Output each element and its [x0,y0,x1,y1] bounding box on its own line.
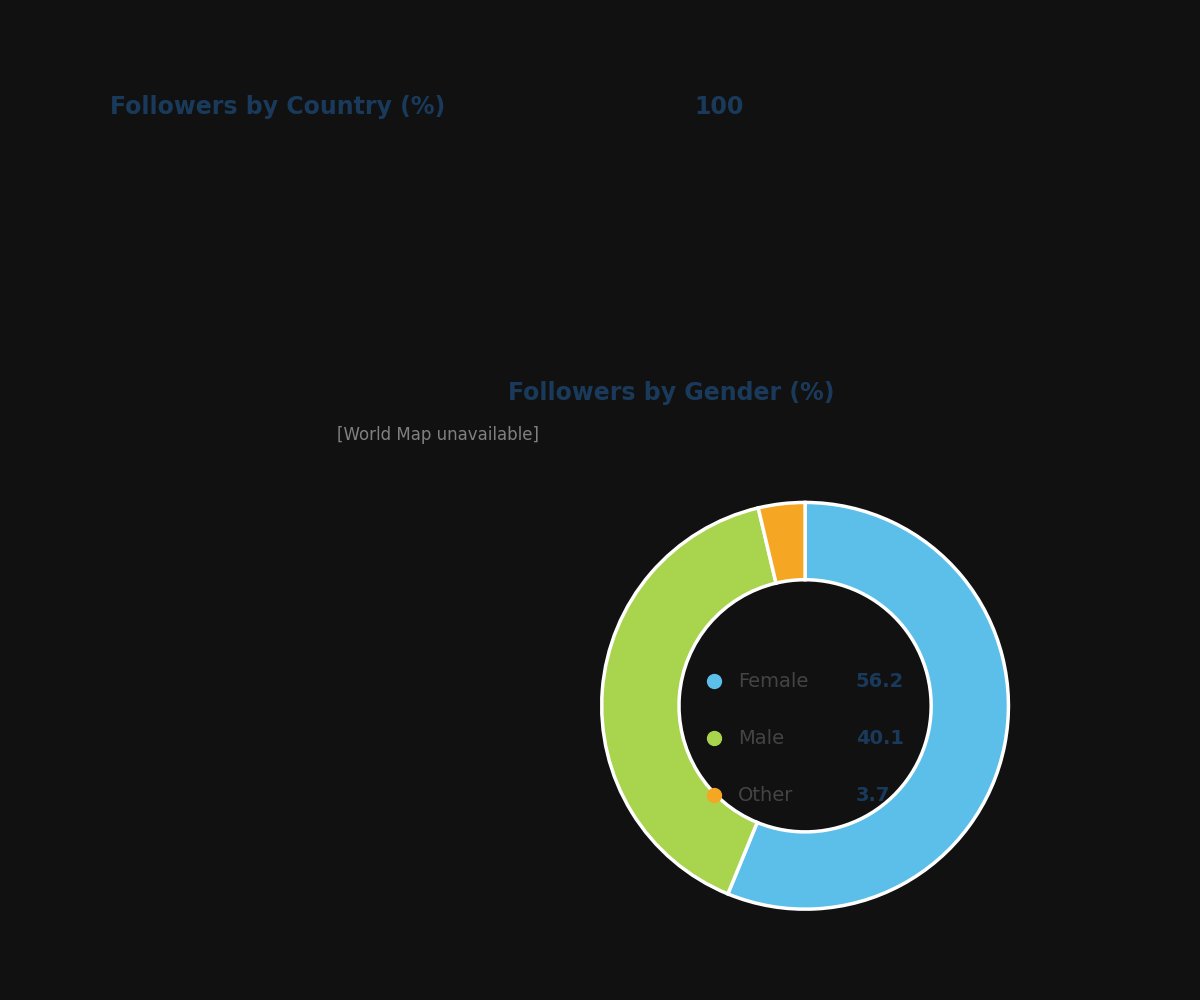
Text: Followers by Gender (%): Followers by Gender (%) [508,381,834,405]
Text: 100: 100 [695,95,744,119]
Text: 40.1: 40.1 [856,729,904,748]
Text: Male: Male [738,729,784,748]
Wedge shape [758,502,805,583]
Text: Followers by Country (%): Followers by Country (%) [110,95,445,119]
Wedge shape [601,508,776,894]
Text: Other: Other [738,786,793,805]
Text: 56.2: 56.2 [856,672,904,691]
Text: 3.7: 3.7 [856,786,890,805]
Text: Female: Female [738,672,809,691]
Text: [World Map unavailable]: [World Map unavailable] [337,426,539,444]
Wedge shape [728,502,1008,909]
